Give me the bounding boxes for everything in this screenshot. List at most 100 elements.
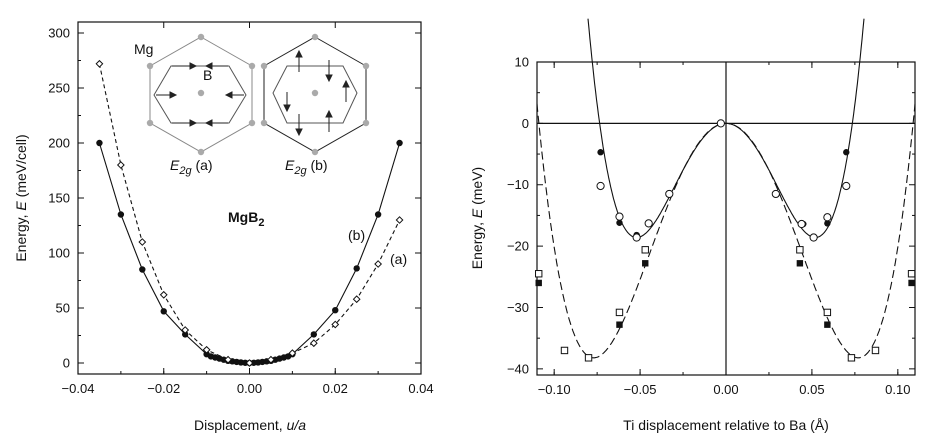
right-y-tick-label: −10 bbox=[507, 177, 529, 192]
right-data-point bbox=[644, 219, 653, 228]
right-data-point bbox=[632, 233, 641, 242]
left-x-axis-label: Displacement, u/a bbox=[194, 417, 306, 433]
left-ticks: −0.04 −0.02 0.00 0.02 0.04 0 50 100 150 200 250 300 bbox=[48, 22, 434, 396]
left-x-tick-label: 0.04 bbox=[408, 381, 433, 396]
curve-label-b: (b) bbox=[348, 227, 365, 243]
right-data-point bbox=[641, 246, 649, 254]
left-data-point bbox=[181, 331, 189, 338]
right-data-point bbox=[842, 181, 851, 191]
right-x-tick-label: 0.00 bbox=[713, 382, 738, 397]
left-y-tick-label: 150 bbox=[48, 191, 70, 206]
left-x-tick-label: −0.02 bbox=[147, 381, 180, 396]
right-data-point bbox=[771, 189, 780, 199]
right-series-markers bbox=[535, 119, 916, 362]
right-y-tick-label: −30 bbox=[507, 300, 529, 315]
left-data-point bbox=[160, 308, 167, 315]
left-data-point bbox=[331, 320, 340, 329]
left-x-tick-label: 0.02 bbox=[323, 381, 348, 396]
left-data-point bbox=[288, 349, 297, 358]
left-data-point bbox=[116, 161, 125, 169]
left-y-tick-label: 300 bbox=[48, 26, 70, 41]
right-ticks: −0.10 −0.05 0.00 0.05 0.10 −40 −30 −20 −10 0 10 bbox=[507, 55, 915, 397]
left-data-point bbox=[159, 290, 168, 299]
left-series-line-0 bbox=[98, 142, 401, 364]
left-data-point bbox=[202, 345, 211, 354]
left-data-point bbox=[96, 139, 103, 147]
right-x-axis-label: Ti displacement relative to Ba (Å) bbox=[623, 417, 829, 433]
inset-b-mode-label: E2g (b) bbox=[285, 157, 328, 177]
right-y-tick-label: −20 bbox=[507, 239, 529, 254]
right-y-tick-label: −40 bbox=[507, 361, 529, 376]
left-data-point bbox=[395, 216, 404, 224]
right-data-point bbox=[823, 308, 832, 317]
left-data-point bbox=[374, 211, 382, 218]
left-y-tick-label: 100 bbox=[48, 246, 70, 261]
right-data-point bbox=[535, 270, 543, 278]
right-data-point bbox=[871, 346, 880, 355]
left-data-point bbox=[245, 359, 254, 367]
right-y-tick-label: 10 bbox=[515, 55, 529, 70]
right-data-point bbox=[597, 149, 604, 156]
inset-b-label: B bbox=[203, 67, 212, 83]
left-data-point bbox=[117, 211, 125, 218]
inset-b-inner-hexagon bbox=[272, 65, 358, 124]
right-data-point bbox=[616, 219, 623, 226]
right-x-tick-label: 0.05 bbox=[799, 382, 824, 397]
left-data-point bbox=[95, 59, 104, 68]
left-x-tick-label: −0.04 bbox=[62, 381, 95, 396]
inset-a-mg-atoms bbox=[146, 33, 256, 156]
left-data-point bbox=[374, 260, 383, 268]
right-data-point bbox=[824, 321, 831, 328]
left-data-point bbox=[332, 307, 339, 314]
right-dashed-fit-curve bbox=[536, 103, 916, 359]
right-data-point bbox=[560, 346, 569, 355]
right-data-point bbox=[843, 149, 850, 156]
left-data-point bbox=[181, 326, 190, 334]
right-data-point bbox=[796, 260, 804, 267]
left-data-point bbox=[139, 266, 146, 273]
inset-a-inner-hexagon bbox=[153, 65, 247, 124]
right-y-axis-label: Energy, E (meV) bbox=[469, 167, 485, 269]
right-x-tick-label: −0.10 bbox=[538, 382, 571, 397]
right-data-point bbox=[665, 189, 674, 199]
left-plot-frame bbox=[77, 21, 422, 375]
right-chart: −0.10 −0.05 0.00 0.05 0.10 −40 −30 −20 −10 0 10 En… bbox=[469, 18, 916, 433]
right-data-point bbox=[809, 233, 818, 242]
right-data-point bbox=[796, 246, 804, 254]
right-data-point bbox=[642, 260, 649, 267]
left-data-point bbox=[309, 339, 318, 348]
right-data-point bbox=[716, 119, 725, 128]
right-x-tick-label: 0.10 bbox=[885, 382, 910, 397]
right-y-tick-label: 0 bbox=[522, 116, 529, 131]
inset-mode-b: E2g (b) bbox=[260, 33, 370, 177]
material-label: MgB2 bbox=[228, 209, 264, 229]
inset-mg-label: Mg bbox=[134, 41, 153, 57]
left-data-point bbox=[138, 238, 147, 246]
right-data-point bbox=[908, 279, 915, 287]
inset-a-arrows bbox=[156, 62, 244, 127]
right-data-point bbox=[823, 213, 832, 222]
left-y-tick-label: 250 bbox=[48, 81, 70, 96]
right-data-point bbox=[596, 181, 605, 191]
left-data-point bbox=[267, 355, 275, 364]
left-x-tick-label: 0.00 bbox=[237, 381, 262, 396]
left-y-tick-label: 50 bbox=[56, 301, 70, 316]
inset-a-mode-label: E2g (a) bbox=[170, 157, 213, 177]
left-data-point bbox=[224, 355, 232, 364]
right-data-point bbox=[616, 321, 623, 328]
right-data-point bbox=[847, 354, 856, 362]
right-x-tick-label: −0.05 bbox=[624, 382, 657, 397]
right-data-point bbox=[535, 279, 542, 287]
right-data-point bbox=[615, 212, 624, 221]
left-data-point bbox=[352, 295, 361, 304]
right-data-point bbox=[584, 354, 593, 362]
left-series-markers bbox=[95, 59, 404, 367]
inset-mode-a: Mg B E2g (a) bbox=[134, 33, 256, 177]
right-data-point bbox=[797, 219, 806, 229]
left-data-point bbox=[396, 139, 403, 147]
right-data-point bbox=[615, 308, 624, 317]
right-data-point bbox=[824, 220, 831, 227]
left-y-tick-label: 0 bbox=[63, 356, 70, 371]
left-chart: −0.04 −0.02 0.00 0.02 0.04 0 50 100 150 200 250 300… bbox=[13, 21, 434, 433]
